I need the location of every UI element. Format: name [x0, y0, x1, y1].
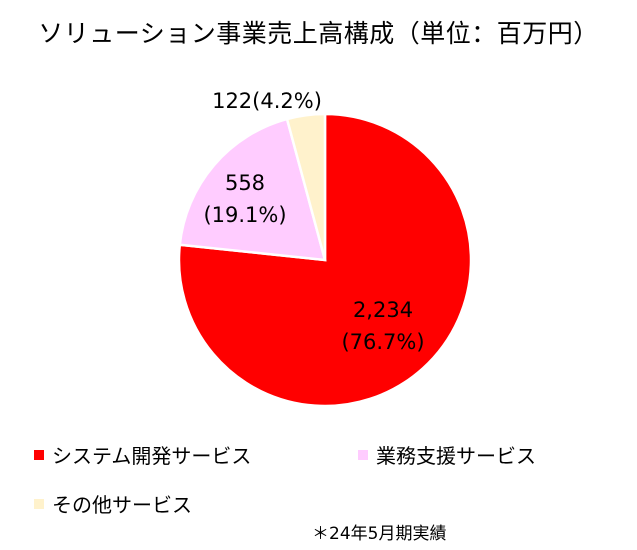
pie-slice-business-support	[178, 117, 327, 262]
legend-label-business-support: 業務支援サービス	[376, 444, 536, 468]
legend-swatch-other	[34, 498, 44, 509]
data-label-other: 122(4.2%)	[212, 89, 322, 113]
pie-slice-other	[285, 112, 327, 261]
legend-item-business-support: 業務支援サービス	[358, 440, 536, 469]
data-label-percent-system-dev: (76.7%)	[341, 330, 424, 354]
legend-item-system-dev: システム開発サービス	[34, 440, 251, 469]
legend-label-other: その他サービス	[52, 493, 192, 517]
legend-item-other: その他サービス	[34, 489, 192, 518]
chart-title: ソリューション事業売上高構成（単位：百万円）	[38, 19, 599, 48]
data-label-percent-business-support: (19.1%)	[203, 203, 286, 227]
data-label-value-business-support: 558	[225, 171, 265, 195]
legend-swatch-system-dev	[34, 449, 44, 460]
footnote: ＊24年5月期実績	[312, 524, 447, 544]
data-label-value-system-dev: 2,234	[353, 298, 413, 322]
legend-swatch-business-support	[358, 449, 368, 460]
legend-label-system-dev: システム開発サービス	[52, 444, 252, 468]
